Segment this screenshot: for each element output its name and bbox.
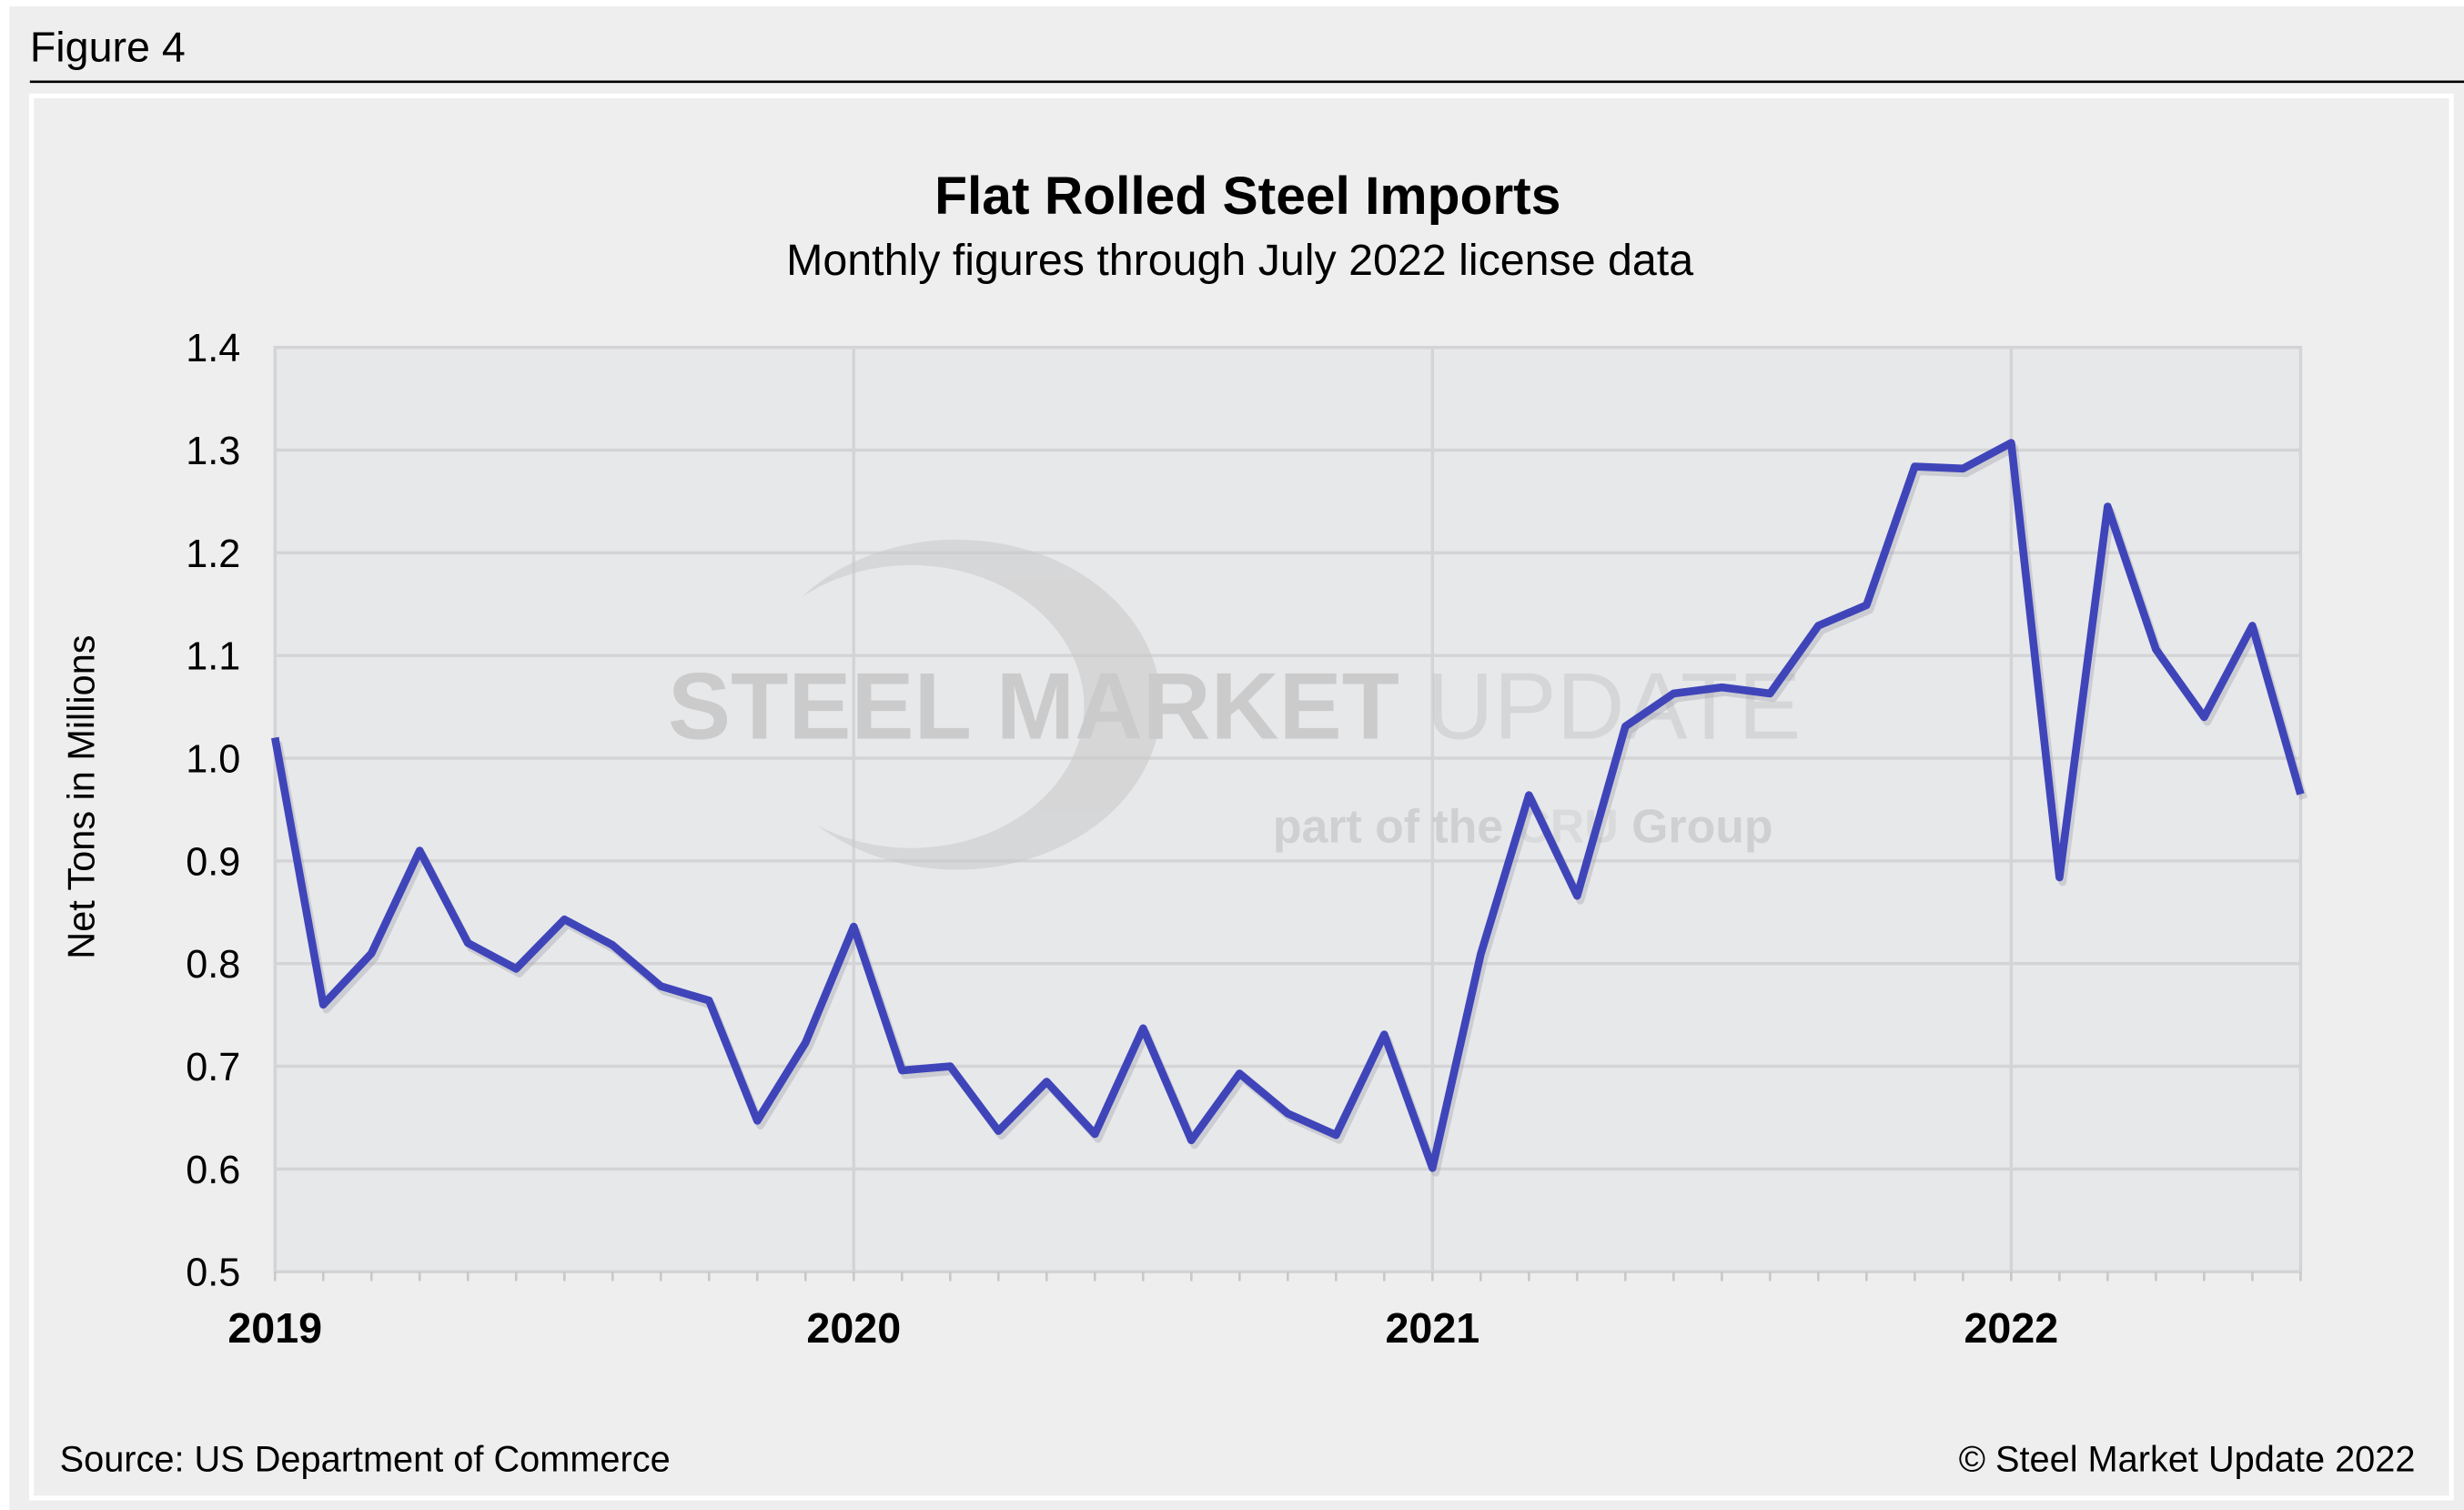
figure-label: Figure 4 — [30, 23, 186, 70]
svg-text:STEEL MARKET UPDATE: STEEL MARKET UPDATE — [668, 654, 1801, 759]
chart-subtitle: Monthly figures through July 2022 licens… — [786, 236, 1693, 285]
svg-text:part of the CRU Group: part of the CRU Group — [1273, 800, 1773, 853]
chart-title: Flat Rolled Steel Imports — [934, 167, 1560, 226]
x-axis-ticks: 2019 2020 2021 2022 — [227, 1272, 2302, 1352]
y-tick-label: 1.2 — [186, 532, 240, 576]
series-group — [270, 439, 2307, 1177]
watermark-sub-1: part of the — [1273, 800, 1503, 853]
y-tick-label: 1.4 — [186, 327, 240, 370]
y-tick-label: 0.6 — [186, 1149, 240, 1192]
y-tick-label: 0.8 — [186, 943, 240, 987]
y-tick-label: 0.5 — [186, 1252, 240, 1295]
watermark-arc-icon — [801, 539, 1161, 870]
watermark-text: STEEL MARKET — [668, 654, 1399, 759]
watermark-sub-3: Group — [1631, 800, 1772, 853]
y-tick-label: 0.7 — [186, 1046, 240, 1089]
y-tick-label: 1.1 — [186, 635, 240, 679]
y-axis-label: Net Tons in Millions — [60, 635, 103, 959]
y-axis-ticks: 0.5 0.6 0.7 0.8 0.9 1.0 1.1 1.2 1.3 1.4 — [186, 327, 240, 1295]
y-tick-label: 1.0 — [186, 738, 240, 782]
copyright-note: © Steel Market Update 2022 — [1959, 1440, 2416, 1480]
x-tick-label: 2019 — [227, 1304, 322, 1352]
x-tick-label: 2020 — [806, 1304, 901, 1352]
y-tick-label: 0.9 — [186, 840, 240, 884]
x-tick-label: 2022 — [1964, 1304, 2058, 1352]
source-note: Source: US Department of Commerce — [60, 1440, 671, 1480]
x-tick-label: 2021 — [1385, 1304, 1479, 1352]
watermark: STEEL MARKET UPDATE part of the CRU Grou… — [668, 539, 1801, 870]
y-tick-label: 1.3 — [186, 430, 240, 473]
watermark-text-2: UPDATE — [1426, 654, 1802, 759]
